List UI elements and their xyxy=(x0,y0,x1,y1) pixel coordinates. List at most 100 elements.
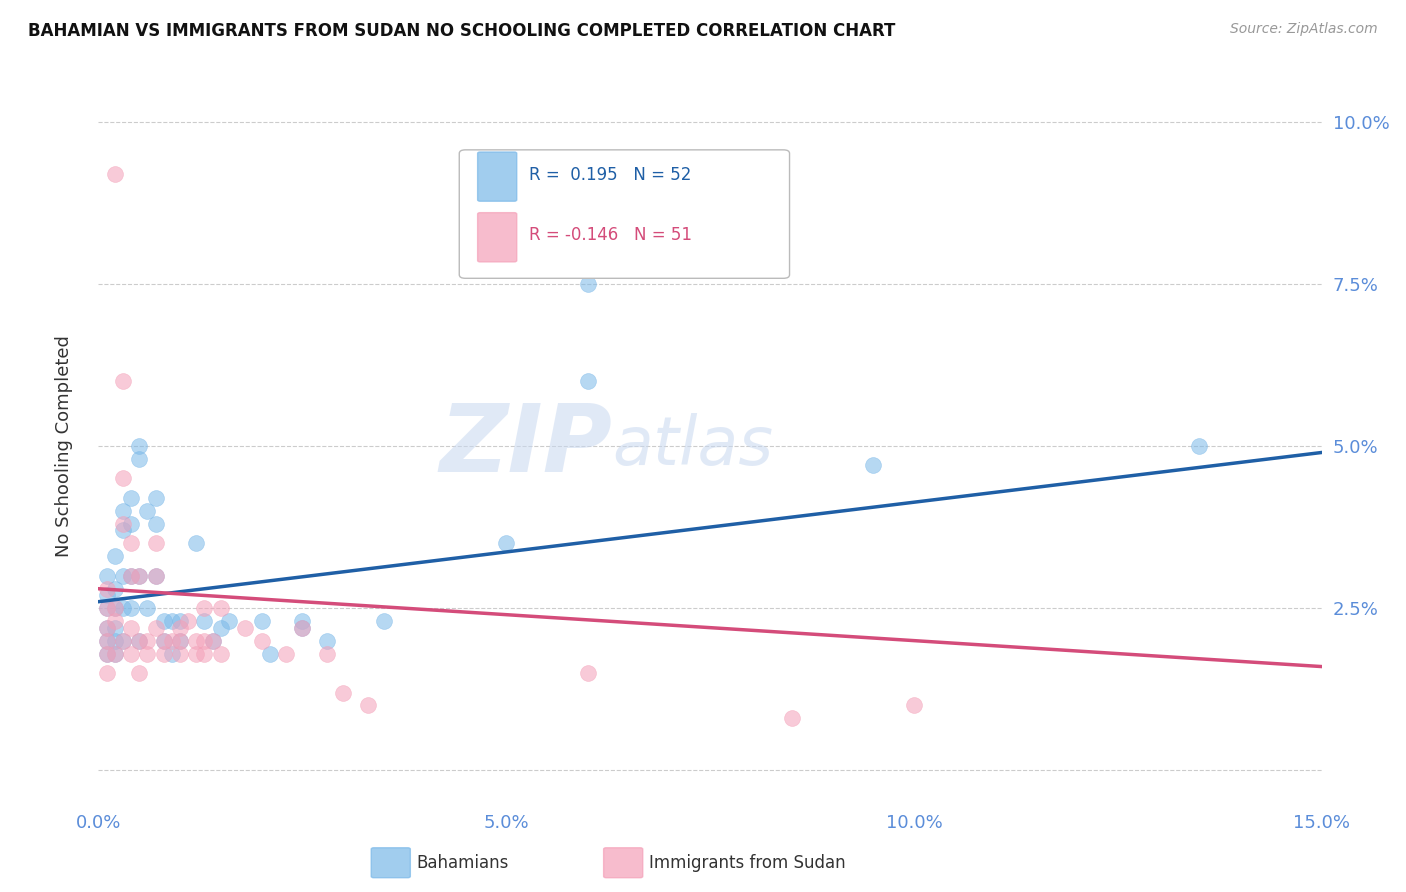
Point xyxy=(495,536,517,550)
Point xyxy=(96,621,118,635)
Point xyxy=(136,601,159,615)
Point xyxy=(96,633,118,648)
Point xyxy=(250,633,273,648)
Point xyxy=(96,666,118,681)
Point xyxy=(152,614,174,628)
Point xyxy=(120,601,142,615)
Point xyxy=(160,614,183,628)
Point xyxy=(96,582,118,596)
Point xyxy=(111,516,134,531)
Point xyxy=(291,621,314,635)
Point xyxy=(96,568,118,582)
Point xyxy=(111,601,134,615)
Point xyxy=(96,588,118,602)
Point xyxy=(120,568,142,582)
Point xyxy=(193,614,215,628)
Text: BAHAMIAN VS IMMIGRANTS FROM SUDAN NO SCHOOLING COMPLETED CORRELATION CHART: BAHAMIAN VS IMMIGRANTS FROM SUDAN NO SCH… xyxy=(28,22,896,40)
Point xyxy=(274,647,297,661)
Point xyxy=(96,647,118,661)
Point xyxy=(177,614,200,628)
Point xyxy=(169,633,191,648)
Point xyxy=(111,504,134,518)
Y-axis label: No Schooling Completed: No Schooling Completed xyxy=(55,335,73,557)
Point xyxy=(780,711,803,725)
Point xyxy=(111,524,134,538)
Point xyxy=(104,633,127,648)
Point xyxy=(233,621,256,635)
Text: Bahamians: Bahamians xyxy=(416,854,509,871)
Point xyxy=(169,614,191,628)
Point xyxy=(186,536,208,550)
Point xyxy=(169,647,191,661)
Point xyxy=(218,614,240,628)
Point xyxy=(136,647,159,661)
Point xyxy=(120,647,142,661)
Point xyxy=(96,633,118,648)
Point xyxy=(209,621,232,635)
Text: R =  0.195   N = 52: R = 0.195 N = 52 xyxy=(529,166,692,184)
Point xyxy=(136,633,159,648)
Point xyxy=(104,647,127,661)
Point xyxy=(145,621,167,635)
FancyBboxPatch shape xyxy=(460,150,790,278)
Point xyxy=(104,647,127,661)
Point xyxy=(120,536,142,550)
Point xyxy=(315,633,337,648)
Point xyxy=(152,647,174,661)
Point xyxy=(201,633,224,648)
FancyBboxPatch shape xyxy=(478,152,517,202)
Point xyxy=(193,633,215,648)
Point xyxy=(250,614,273,628)
Point xyxy=(96,621,118,635)
FancyBboxPatch shape xyxy=(371,847,411,878)
Point xyxy=(145,568,167,582)
Point xyxy=(193,601,215,615)
Point xyxy=(186,647,208,661)
Point xyxy=(169,621,191,635)
Point xyxy=(120,621,142,635)
Point xyxy=(356,698,378,713)
Point xyxy=(160,633,183,648)
Point xyxy=(120,516,142,531)
Point xyxy=(315,647,337,661)
Point xyxy=(576,666,599,681)
Point xyxy=(576,277,599,291)
Point xyxy=(373,614,395,628)
Point xyxy=(903,698,925,713)
Point xyxy=(186,633,208,648)
FancyBboxPatch shape xyxy=(603,847,643,878)
Point xyxy=(291,614,314,628)
Text: R = -0.146   N = 51: R = -0.146 N = 51 xyxy=(529,227,692,244)
Point xyxy=(1188,439,1211,453)
Point xyxy=(128,666,150,681)
Point xyxy=(111,633,134,648)
Point xyxy=(128,439,150,453)
Point xyxy=(128,568,150,582)
Point xyxy=(862,458,884,473)
Point xyxy=(111,374,134,388)
Point xyxy=(136,504,159,518)
Point xyxy=(201,633,224,648)
Text: atlas: atlas xyxy=(612,413,773,479)
Point xyxy=(104,601,127,615)
Point xyxy=(104,614,127,628)
Point xyxy=(145,536,167,550)
Point xyxy=(152,633,174,648)
Point xyxy=(96,647,118,661)
Point xyxy=(209,647,232,661)
Point xyxy=(120,491,142,505)
Point xyxy=(104,167,127,181)
Point xyxy=(145,516,167,531)
Point xyxy=(332,685,354,699)
Point xyxy=(128,452,150,467)
Point xyxy=(120,568,142,582)
Point xyxy=(104,621,127,635)
Point xyxy=(111,471,134,485)
Point xyxy=(193,647,215,661)
Point xyxy=(104,582,127,596)
Point xyxy=(128,633,150,648)
Point xyxy=(145,568,167,582)
Text: Source: ZipAtlas.com: Source: ZipAtlas.com xyxy=(1230,22,1378,37)
FancyBboxPatch shape xyxy=(478,212,517,262)
Point xyxy=(104,601,127,615)
